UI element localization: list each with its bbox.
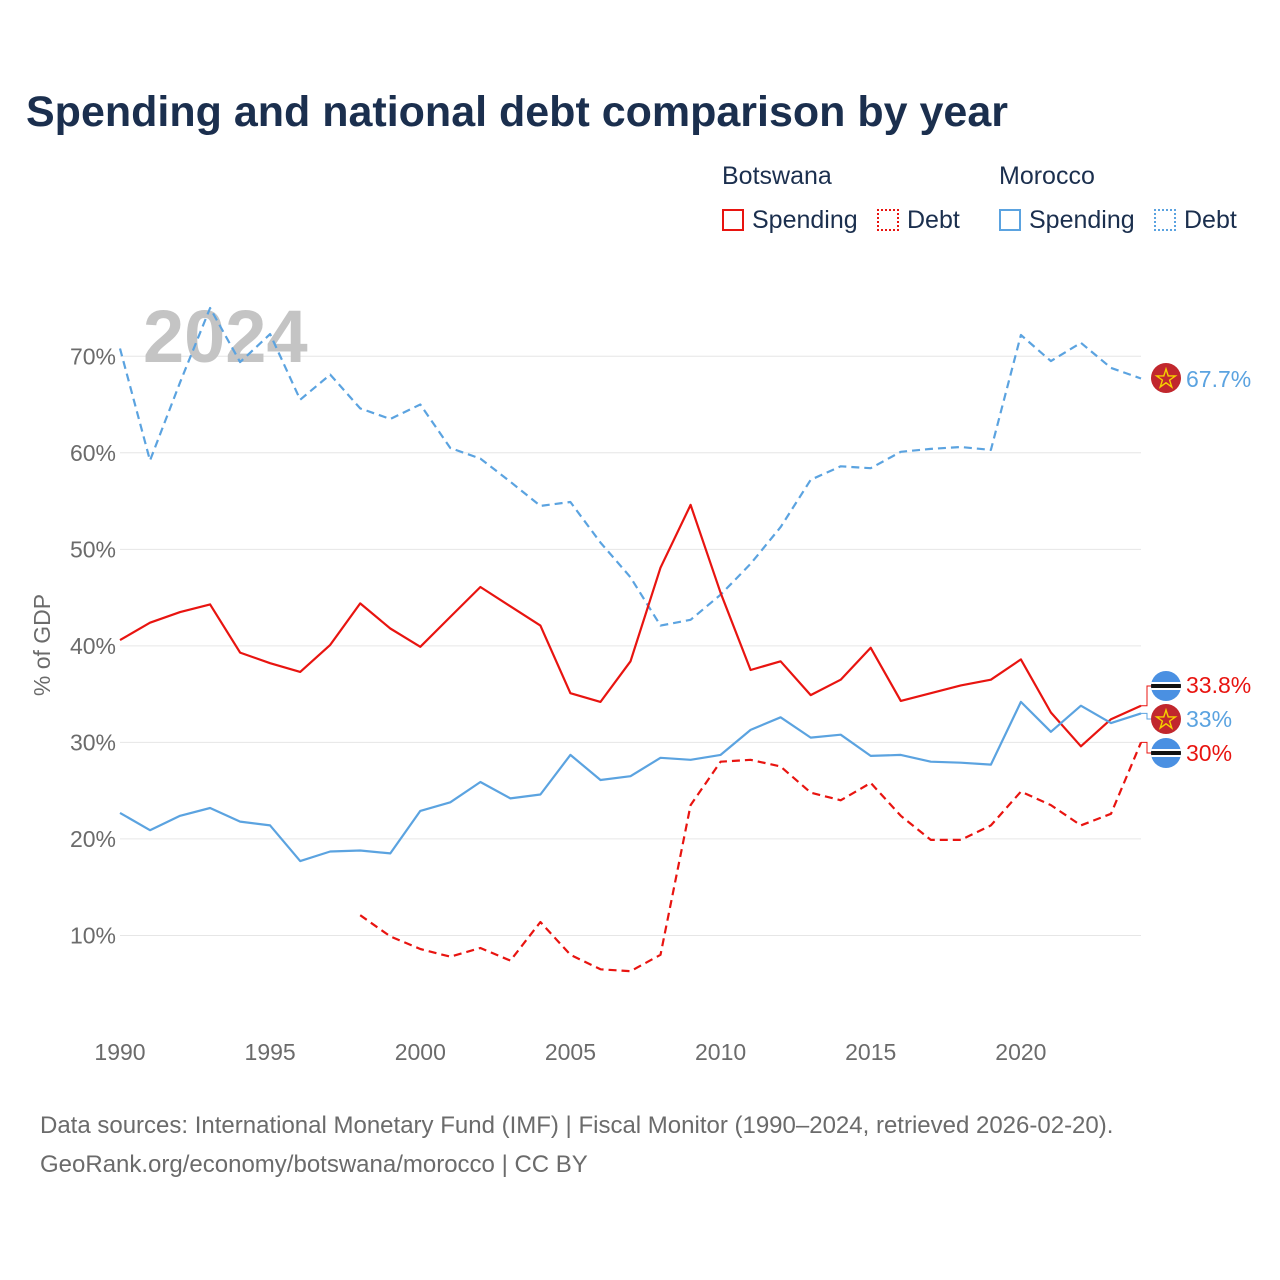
- x-tick-label: 2005: [545, 1039, 596, 1065]
- year-watermark: 2024: [143, 295, 308, 378]
- end-value-label: 33.8%: [1186, 672, 1251, 698]
- legend-label: Spending: [752, 205, 858, 234]
- source-link[interactable]: GeoRank.org/economy/botswana/morocco | C…: [40, 1151, 588, 1178]
- morocco-flag-icon: [1151, 704, 1181, 734]
- legend-morocco-debt[interactable]: Debt: [1154, 204, 1237, 236]
- legend-botswana-spending[interactable]: Spending: [722, 204, 858, 236]
- end-value-label: 30%: [1186, 740, 1232, 766]
- y-axis-label: % of GDP: [29, 594, 55, 696]
- y-tick-label: 40%: [70, 633, 116, 659]
- botswana-flag-icon: [1151, 671, 1181, 701]
- legend-group-morocco: Morocco: [999, 162, 1095, 190]
- legend-swatch-solid: [999, 209, 1021, 231]
- source-line: Data sources: International Monetary Fun…: [40, 1112, 1114, 1139]
- y-tick-label: 30%: [70, 729, 116, 755]
- x-tick-label: 2000: [395, 1039, 446, 1065]
- x-tick-label: 1995: [245, 1039, 296, 1065]
- x-tick-label: 2015: [845, 1039, 896, 1065]
- y-tick-label: 70%: [70, 343, 116, 369]
- y-tick-label: 20%: [70, 826, 116, 852]
- x-tick-label: 2020: [995, 1039, 1046, 1065]
- botswana-flag-icon: [1151, 738, 1181, 768]
- source-note: Data sources: International Monetary Fun…: [40, 1106, 1113, 1184]
- legend-swatch-solid: [722, 209, 744, 231]
- end-value-label: 33%: [1186, 706, 1232, 732]
- legend-label: Spending: [1029, 205, 1135, 234]
- legend-swatch-dotted: [877, 209, 899, 231]
- chart-title: Spending and national debt comparison by…: [26, 88, 1008, 136]
- x-tick-label: 1990: [94, 1039, 145, 1065]
- series-line-botswana-spending[interactable]: [119, 503, 1142, 748]
- end-label-connector: [1141, 685, 1151, 707]
- morocco-flag-icon: [1151, 363, 1181, 393]
- y-tick-label: 60%: [70, 440, 116, 466]
- legend-swatch-dotted: [1154, 209, 1176, 231]
- end-label-connector: [1141, 741, 1151, 754]
- legend-morocco-spending[interactable]: Spending: [999, 204, 1135, 236]
- y-tick-label: 50%: [70, 536, 116, 562]
- legend-label: Debt: [1184, 205, 1237, 234]
- end-value-label: 67.7%: [1186, 366, 1251, 392]
- series-line-morocco-spending[interactable]: [119, 700, 1142, 863]
- y-tick-label: 10%: [70, 922, 116, 948]
- end-label-connector: [1141, 712, 1151, 720]
- series-line-botswana-debt[interactable]: [359, 741, 1143, 973]
- series-line-morocco-debt[interactable]: [118, 306, 1142, 627]
- legend-label: Debt: [907, 205, 960, 234]
- legend-botswana-debt[interactable]: Debt: [877, 204, 960, 236]
- legend-group-botswana: Botswana: [722, 162, 832, 190]
- x-tick-label: 2010: [695, 1039, 746, 1065]
